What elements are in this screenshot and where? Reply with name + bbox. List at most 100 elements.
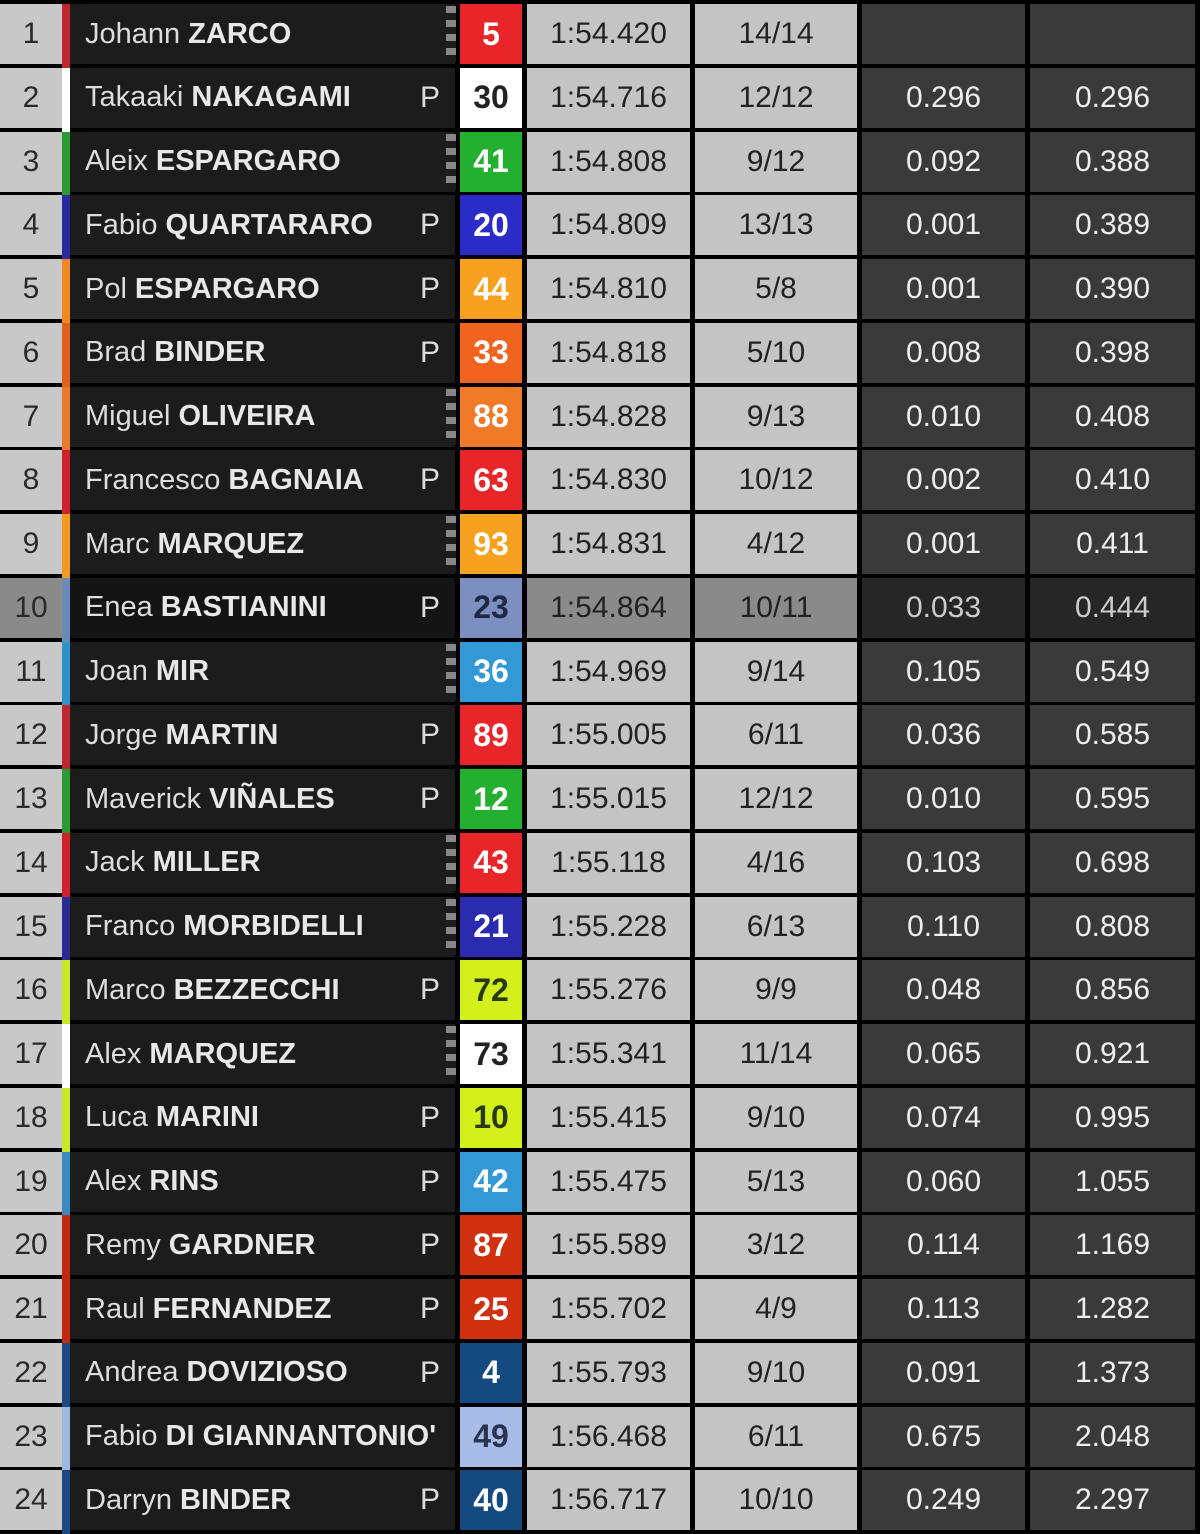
rider-row[interactable]: 9 Marc MARQUEZ 93 1:54.831 4/12 0.001 0.… xyxy=(0,514,1200,578)
lap-count: 4/16 xyxy=(695,832,857,893)
gap-previous: 0.675 xyxy=(862,1406,1025,1467)
rider-row[interactable]: 18 Luca MARINI P 10 1:55.415 9/10 0.074 … xyxy=(0,1087,1200,1152)
position: 23 xyxy=(0,1406,62,1467)
last-name: MORBIDELLI xyxy=(183,910,364,942)
position: 8 xyxy=(0,450,62,511)
best-lap-time: 1:55.475 xyxy=(527,1151,690,1212)
first-name: Joan xyxy=(85,655,148,687)
rider-row[interactable]: 14 Jack MILLER 43 1:55.118 4/16 0.103 0.… xyxy=(0,832,1200,897)
pit-indicator: P xyxy=(419,272,440,305)
rider-name: Maverick VIÑALES xyxy=(70,769,455,829)
position: 14 xyxy=(0,832,62,893)
best-lap-time: 1:54.969 xyxy=(527,641,690,702)
gap-previous: 0.065 xyxy=(862,1024,1025,1084)
last-name: MIR xyxy=(155,655,210,687)
rider-row[interactable]: 2 Takaaki NAKAGAMI P 30 1:54.716 12/12 0… xyxy=(0,67,1200,132)
best-lap-time: 1:55.276 xyxy=(527,960,690,1021)
rider-row[interactable]: 20 Remy GARDNER P 87 1:55.589 3/12 0.114… xyxy=(0,1215,1200,1280)
rider-number: 20 xyxy=(460,195,522,256)
team-color-stripe xyxy=(62,131,70,196)
gap-first: 0.410 xyxy=(1030,450,1195,511)
position: 21 xyxy=(0,1279,62,1339)
gap-previous: 0.060 xyxy=(862,1151,1025,1212)
rider-number: 44 xyxy=(460,259,522,319)
last-name: MILLER xyxy=(152,846,261,879)
checkered-flag-icon xyxy=(446,6,456,62)
first-name: Francesco xyxy=(85,463,221,496)
gap-previous: 0.001 xyxy=(862,195,1025,256)
best-lap-time: 1:54.828 xyxy=(527,386,690,447)
team-color-stripe xyxy=(62,386,70,451)
checkered-flag-icon xyxy=(446,898,456,955)
first-name: Alex xyxy=(85,1037,142,1070)
best-lap-time: 1:55.793 xyxy=(527,1342,690,1403)
rider-row[interactable]: 11 Joan MIR 36 1:54.969 9/14 0.105 0.549 xyxy=(0,641,1200,706)
lap-count: 10/12 xyxy=(695,450,857,511)
rider-name: Brad BINDER xyxy=(70,322,455,383)
gap-previous: 0.249 xyxy=(862,1470,1025,1531)
rider-number: 73 xyxy=(460,1024,522,1084)
rider-number: 89 xyxy=(460,705,522,766)
gap-first: 0.585 xyxy=(1030,705,1195,766)
rider-row[interactable]: 15 Franco MORBIDELLI 21 1:55.228 6/13 0.… xyxy=(0,896,1200,961)
rider-number: 49 xyxy=(460,1406,522,1467)
last-name: MARQUEZ xyxy=(149,1037,297,1070)
rider-number: 40 xyxy=(460,1470,522,1531)
rider-row[interactable]: 22 Andrea DOVIZIOSO P 4 1:55.793 9/10 0.… xyxy=(0,1342,1200,1407)
position: 22 xyxy=(0,1342,62,1403)
rider-number: 72 xyxy=(460,960,522,1021)
last-name: MARINI xyxy=(155,1101,259,1134)
rider-number: 23 xyxy=(460,577,522,638)
rider-row[interactable]: 23 Fabio DI GIANNANTONIO' 49 1:56.468 6/… xyxy=(0,1406,1200,1471)
rider-row[interactable]: 6 Brad BINDER P 33 1:54.818 5/10 0.008 0… xyxy=(0,322,1200,387)
rider-number: 36 xyxy=(460,641,522,702)
rider-row[interactable]: 7 Miguel OLIVEIRA 88 1:54.828 9/13 0.010… xyxy=(0,386,1200,451)
last-name: ZARCO xyxy=(188,17,292,50)
rider-row[interactable]: 10 Enea BASTIANINI P 23 1:54.864 10/11 0… xyxy=(0,577,1200,642)
pit-indicator: P xyxy=(419,718,440,752)
rider-row[interactable]: 12 Jorge MARTIN P 89 1:55.005 6/11 0.036… xyxy=(0,705,1200,770)
pit-indicator: P xyxy=(419,973,440,1007)
rider-row[interactable]: 3 Aleix ESPARGARO 41 1:54.808 9/12 0.092… xyxy=(0,131,1200,196)
rider-row[interactable]: 1 Johann ZARCO 5 1:54.420 14/14 xyxy=(0,4,1200,68)
checkered-flag-icon xyxy=(446,1026,456,1082)
first-name: Fabio xyxy=(85,208,158,241)
pit-indicator: P xyxy=(419,1164,440,1198)
rider-row[interactable]: 8 Francesco BAGNAIA P 63 1:54.830 10/12 … xyxy=(0,450,1200,515)
rider-row[interactable]: 13 Maverick VIÑALES P 12 1:55.015 12/12 … xyxy=(0,769,1200,833)
gap-previous: 0.110 xyxy=(862,896,1025,957)
rider-number: 25 xyxy=(460,1279,522,1339)
rider-row[interactable]: 21 Raul FERNANDEZ P 25 1:55.702 4/9 0.11… xyxy=(0,1279,1200,1343)
rider-row[interactable]: 19 Alex RINS P 42 1:55.475 5/13 0.060 1.… xyxy=(0,1151,1200,1216)
gap-previous: 0.001 xyxy=(862,514,1025,574)
rider-name: Marco BEZZECCHI xyxy=(70,960,455,1021)
team-color-stripe xyxy=(62,259,70,323)
rider-row[interactable]: 16 Marco BEZZECCHI P 72 1:55.276 9/9 0.0… xyxy=(0,960,1200,1025)
position: 11 xyxy=(0,641,62,702)
team-color-stripe xyxy=(62,1087,70,1152)
rider-row[interactable]: 4 Fabio QUARTARARO P 20 1:54.809 13/13 0… xyxy=(0,195,1200,260)
team-color-stripe xyxy=(62,769,70,833)
team-color-stripe xyxy=(62,1406,70,1471)
lap-count: 9/10 xyxy=(695,1087,857,1148)
lap-count: 12/12 xyxy=(695,769,857,829)
rider-row[interactable]: 17 Alex MARQUEZ 73 1:55.341 11/14 0.065 … xyxy=(0,1024,1200,1088)
gap-previous: 0.033 xyxy=(862,577,1025,638)
team-color-stripe xyxy=(62,1279,70,1343)
rider-name: Jorge MARTIN xyxy=(70,705,455,766)
rider-row[interactable]: 24 Darryn BINDER P 40 1:56.717 10/10 0.2… xyxy=(0,1470,1200,1534)
position: 4 xyxy=(0,195,62,256)
best-lap-time: 1:55.702 xyxy=(527,1279,690,1339)
best-lap-time: 1:54.716 xyxy=(527,67,690,128)
rider-number: 33 xyxy=(460,322,522,383)
position: 16 xyxy=(0,960,62,1021)
rider-row[interactable]: 5 Pol ESPARGARO P 44 1:54.810 5/8 0.001 … xyxy=(0,259,1200,323)
rider-number: 63 xyxy=(460,450,522,511)
gap-previous: 0.008 xyxy=(862,322,1025,383)
rider-number: 4 xyxy=(460,1342,522,1403)
lap-count: 11/14 xyxy=(695,1024,857,1084)
team-color-stripe xyxy=(62,1470,70,1534)
best-lap-time: 1:54.808 xyxy=(527,131,690,192)
rider-name: Takaaki NAKAGAMI xyxy=(70,67,455,128)
gap-first: 1.282 xyxy=(1030,1279,1195,1339)
